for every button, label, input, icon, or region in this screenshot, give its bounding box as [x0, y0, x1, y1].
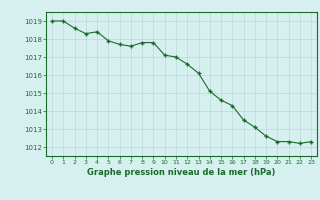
X-axis label: Graphe pression niveau de la mer (hPa): Graphe pression niveau de la mer (hPa) [87, 168, 276, 177]
